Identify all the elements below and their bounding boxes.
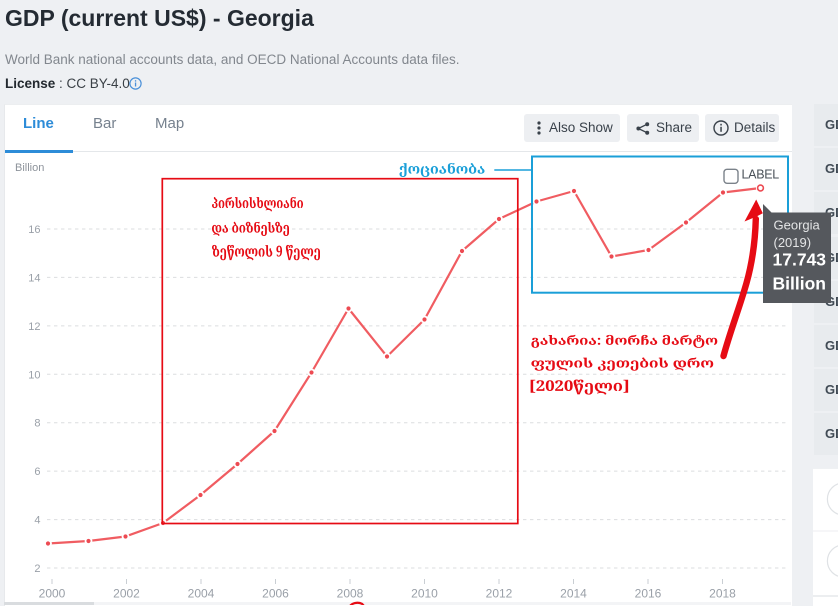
svg-text:2012: 2012 xyxy=(486,587,513,601)
svg-text:6: 6 xyxy=(34,466,40,478)
svg-text:2014: 2014 xyxy=(560,587,587,601)
svg-text:(2019): (2019) xyxy=(774,235,812,250)
svg-text:2000: 2000 xyxy=(39,587,66,601)
svg-text:2: 2 xyxy=(34,563,40,575)
svg-text:10: 10 xyxy=(28,369,40,381)
svg-text:Billion: Billion xyxy=(773,274,826,294)
svg-text:2010: 2010 xyxy=(411,587,438,601)
svg-text:2006: 2006 xyxy=(262,587,289,601)
svg-text:Billion: Billion xyxy=(15,162,44,174)
svg-text:4: 4 xyxy=(34,515,40,527)
svg-text:LABEL: LABEL xyxy=(742,168,780,182)
svg-text:12: 12 xyxy=(28,321,40,333)
svg-text:2002: 2002 xyxy=(113,587,140,601)
svg-text:Georgia: Georgia xyxy=(774,218,821,233)
svg-text:2018: 2018 xyxy=(709,587,736,601)
svg-text:16: 16 xyxy=(28,224,40,236)
svg-text:14: 14 xyxy=(28,272,40,284)
svg-text:2004: 2004 xyxy=(188,587,215,601)
svg-text:17.743: 17.743 xyxy=(773,250,827,270)
svg-text:2008: 2008 xyxy=(337,587,364,601)
svg-text:2016: 2016 xyxy=(635,587,662,601)
svg-text:8: 8 xyxy=(34,418,40,430)
